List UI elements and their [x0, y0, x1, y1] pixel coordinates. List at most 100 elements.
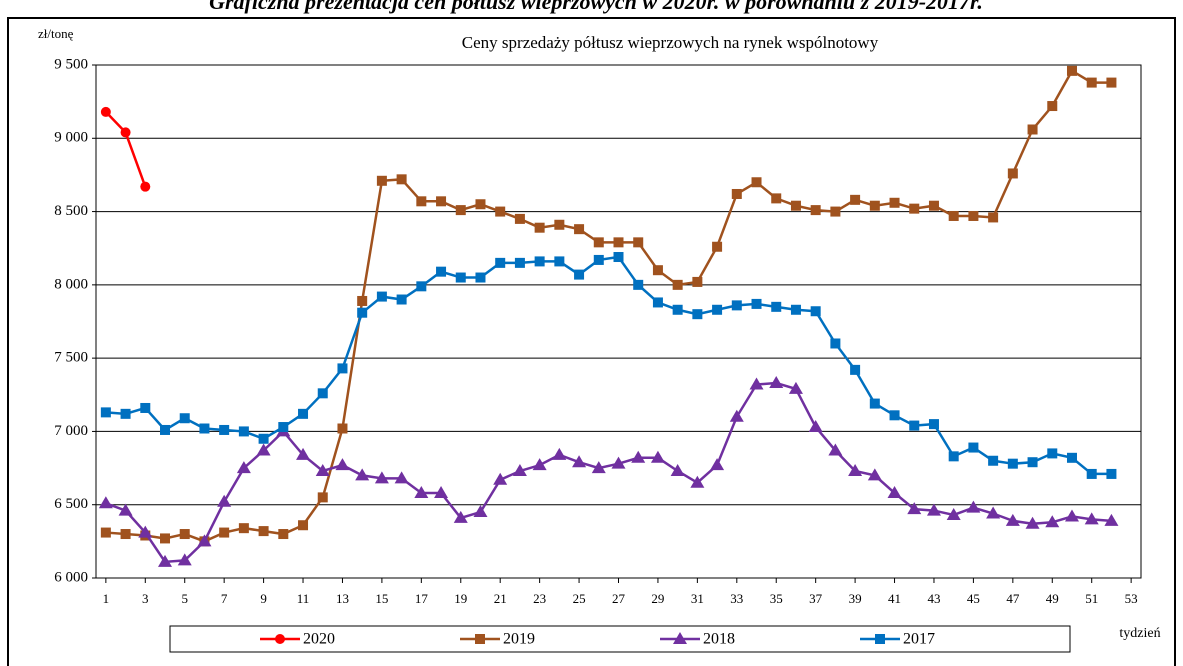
marker — [416, 196, 427, 207]
marker — [256, 443, 271, 456]
x-tick-label: 43 — [927, 591, 940, 606]
x-tick-label: 7 — [221, 591, 228, 606]
marker — [1106, 77, 1117, 88]
x-tick-label: 45 — [967, 591, 980, 606]
marker — [238, 426, 249, 437]
marker — [672, 279, 683, 290]
marker — [788, 381, 803, 394]
marker — [633, 279, 644, 290]
marker — [455, 272, 466, 283]
marker — [751, 298, 762, 309]
y-axis-label: zł/tonę — [38, 26, 74, 41]
marker — [948, 210, 959, 221]
marker — [514, 257, 525, 268]
marker — [296, 447, 311, 460]
marker — [219, 424, 230, 435]
marker — [652, 265, 663, 276]
marker — [690, 475, 705, 488]
marker — [968, 210, 979, 221]
marker — [749, 377, 764, 390]
marker — [493, 472, 508, 485]
marker — [1027, 457, 1038, 468]
marker — [258, 526, 269, 537]
marker — [514, 213, 525, 224]
marker — [652, 297, 663, 308]
y-tick-label: 6 500 — [54, 496, 88, 512]
marker — [118, 503, 133, 516]
marker — [534, 222, 545, 233]
marker — [731, 300, 742, 311]
marker — [986, 506, 1001, 519]
marker — [140, 181, 151, 192]
marker — [946, 507, 961, 520]
marker — [869, 398, 880, 409]
marker — [1007, 458, 1018, 469]
marker — [574, 269, 585, 280]
marker — [396, 174, 407, 185]
marker — [436, 196, 447, 207]
x-tick-label: 47 — [1006, 591, 1020, 606]
marker — [140, 402, 151, 413]
marker — [138, 525, 153, 538]
marker — [712, 241, 723, 252]
marker — [808, 420, 823, 433]
marker — [1086, 468, 1097, 479]
marker — [532, 458, 547, 471]
marker — [613, 237, 624, 248]
marker — [197, 534, 212, 547]
marker — [1064, 509, 1079, 522]
x-tick-label: 23 — [533, 591, 546, 606]
marker — [572, 455, 587, 468]
marker — [909, 420, 920, 431]
x-tick-label: 49 — [1046, 591, 1059, 606]
x-tick-label: 29 — [651, 591, 664, 606]
legend-box — [169, 625, 1071, 653]
marker — [928, 200, 939, 211]
marker — [554, 256, 565, 267]
marker — [357, 307, 368, 318]
marker — [710, 458, 725, 471]
marker — [909, 203, 920, 214]
marker — [1084, 512, 1099, 525]
marker — [120, 127, 131, 138]
page-header: Graficzna prezentacja cen półtusz wieprz… — [209, 0, 983, 14]
marker — [1106, 468, 1117, 479]
legend-marker — [875, 634, 885, 644]
series-line — [105, 255, 1112, 476]
marker — [98, 496, 113, 509]
marker — [593, 237, 604, 248]
series-line — [105, 69, 1112, 543]
marker — [238, 523, 249, 534]
legend-label: 2018 — [703, 631, 735, 648]
marker — [926, 503, 941, 516]
x-tick-label: 33 — [730, 591, 743, 606]
legend-label: 2020 — [303, 631, 335, 648]
marker — [867, 468, 882, 481]
marker — [317, 492, 328, 503]
y-tick-label: 8 000 — [54, 276, 88, 292]
marker — [810, 306, 821, 317]
marker — [1086, 77, 1097, 88]
marker — [712, 304, 723, 315]
x-tick-label: 37 — [809, 591, 823, 606]
y-tick-label: 7 500 — [54, 350, 88, 366]
marker — [414, 485, 429, 498]
marker — [278, 529, 289, 540]
y-tick-label: 6 000 — [54, 569, 88, 585]
marker — [236, 461, 251, 474]
marker — [928, 419, 939, 430]
x-tick-label: 15 — [375, 591, 388, 606]
marker — [889, 410, 900, 421]
marker — [158, 554, 173, 567]
marker — [830, 338, 841, 349]
marker — [692, 276, 703, 287]
x-tick-label: 9 — [260, 591, 267, 606]
marker — [315, 464, 330, 477]
marker — [729, 409, 744, 422]
marker — [828, 443, 843, 456]
legend-marker — [475, 634, 485, 644]
marker — [1104, 513, 1119, 526]
marker — [416, 281, 427, 292]
series-line — [105, 381, 1112, 564]
